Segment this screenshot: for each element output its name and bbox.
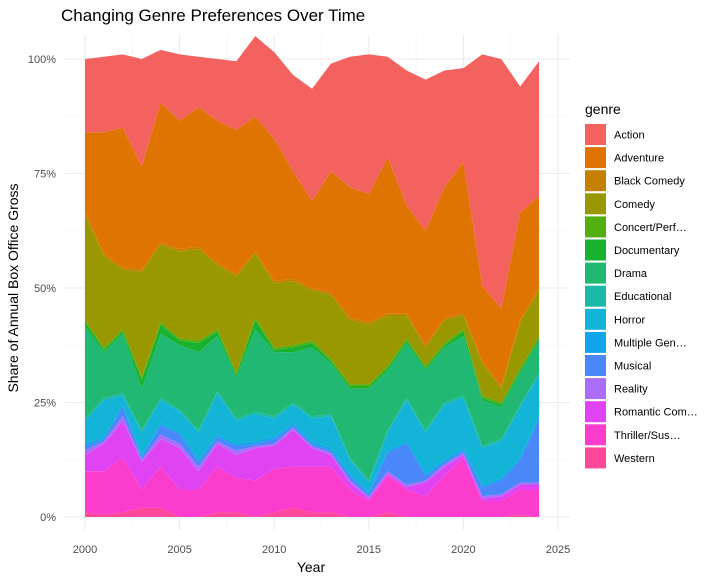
legend-swatch — [585, 262, 606, 284]
legend: genre Action Adventure Black Comedy Comedy C… — [585, 101, 698, 469]
legend-item-thriller-suspense: Thriller/Sus… — [585, 424, 681, 446]
x-tick-label: 2025 — [546, 544, 570, 556]
legend-item-horror: Horror — [585, 308, 646, 330]
x-tick-label: 2000 — [73, 544, 97, 556]
chart-title: Changing Genre Preferences Over Time — [61, 6, 365, 25]
y-tick-label: 50% — [34, 283, 56, 295]
legend-label: Documentary — [614, 245, 680, 257]
area-romantic-comedy — [85, 420, 540, 501]
legend-swatch — [585, 308, 606, 330]
x-axis-title: Year — [297, 559, 326, 575]
legend-swatch — [585, 285, 606, 307]
x-tick-label: 2005 — [167, 544, 191, 556]
legend-item-concert-performance: Concert/Perf… — [585, 216, 687, 238]
legend-label: Thriller/Sus… — [614, 430, 681, 442]
legend-swatch — [585, 216, 606, 238]
legend-label: Romantic Com… — [614, 407, 698, 419]
legend-item-educational: Educational — [585, 285, 672, 307]
y-tick-label: 75% — [34, 169, 56, 181]
y-tick-label: 0% — [40, 512, 56, 524]
area-action — [85, 36, 540, 309]
legend-label: Action — [614, 130, 645, 142]
legend-swatch — [585, 170, 606, 192]
legend-item-multiple-genres: Multiple Gen… — [585, 331, 687, 353]
legend-label: Multiple Gen… — [614, 337, 687, 349]
legend-item-action: Action — [585, 124, 645, 145]
legend-label: Comedy — [614, 199, 655, 211]
area-horror — [85, 375, 540, 492]
legend-swatch — [585, 401, 606, 423]
area-comedy — [85, 214, 540, 403]
x-tick-label: 2010 — [262, 544, 286, 556]
area-drama — [85, 326, 540, 481]
legend-item-comedy: Comedy — [585, 193, 655, 215]
y-axis-title: Share of Annual Box Office Gross — [5, 183, 21, 392]
legend-item-adventure: Adventure — [585, 147, 664, 169]
y-ticks: 0% 25% 50% 75% 100% — [28, 54, 56, 524]
legend-swatch — [585, 239, 606, 261]
legend-swatch — [585, 193, 606, 215]
x-tick-label: 2015 — [357, 544, 381, 556]
legend-swatch — [585, 447, 606, 469]
legend-label: Drama — [614, 268, 648, 280]
x-tick-label: 2020 — [451, 544, 475, 556]
legend-item-black-comedy: Black Comedy — [585, 170, 685, 192]
area-thriller-suspense — [85, 457, 540, 517]
area-adventure — [85, 102, 540, 387]
legend-item-reality: Reality — [585, 378, 648, 400]
legend-label: Educational — [614, 291, 672, 303]
legend-title: genre — [585, 101, 621, 117]
legend-label: Reality — [614, 384, 648, 396]
legend-label: Musical — [614, 361, 651, 373]
legend-swatch — [585, 355, 606, 376]
y-tick-label: 100% — [28, 54, 56, 66]
y-tick-label: 25% — [34, 398, 56, 410]
legend-swatch — [585, 378, 606, 400]
legend-item-western: Western — [585, 447, 655, 469]
legend-item-documentary: Documentary — [585, 239, 680, 261]
legend-label: Western — [614, 453, 655, 465]
legend-label: Concert/Perf… — [614, 222, 687, 234]
legend-swatch — [585, 147, 606, 169]
legend-label: Horror — [614, 314, 646, 326]
x-ticks: 2000 2005 2010 2015 2020 2025 — [73, 544, 570, 556]
legend-item-drama: Drama — [585, 262, 648, 284]
legend-item-musical: Musical — [585, 355, 651, 376]
stacked-areas — [85, 36, 540, 517]
legend-swatch — [585, 424, 606, 446]
legend-swatch — [585, 331, 606, 353]
legend-label: Black Comedy — [614, 176, 685, 188]
legend-item-romantic-comedy: Romantic Com… — [585, 401, 698, 423]
area-musical — [85, 407, 540, 497]
legend-swatch — [585, 124, 606, 145]
legend-label: Adventure — [614, 153, 664, 165]
